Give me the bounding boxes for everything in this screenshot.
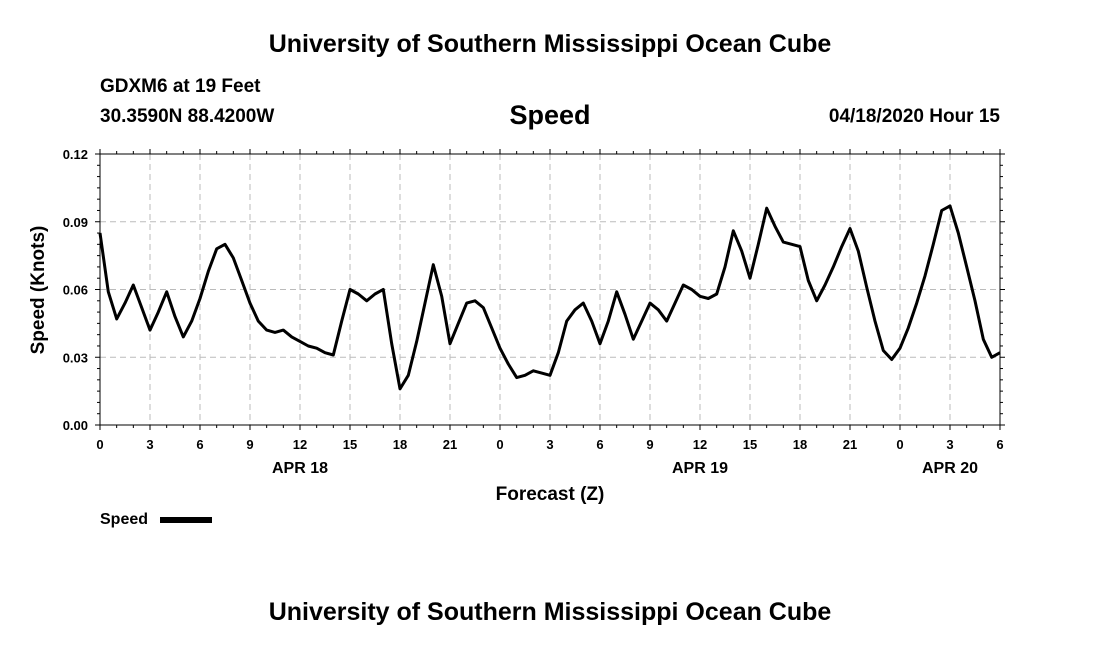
legend-swatch xyxy=(160,517,212,523)
y-tick-labels: 0.00 0.03 0.06 0.09 0.12 xyxy=(63,147,88,433)
x-tick-label: 21 xyxy=(443,437,457,452)
x-tick-label: 0 xyxy=(96,437,103,452)
y-axis-label: Speed (Knots) xyxy=(28,226,49,355)
datetime-label: 04/18/2020 Hour 15 xyxy=(828,106,1000,127)
x-tick-label: 15 xyxy=(743,437,757,452)
station-label: GDXM6 at 19 Feet xyxy=(100,76,261,97)
x-tick-label: 12 xyxy=(293,437,307,452)
coordinates-label: 30.3590N 88.4200W xyxy=(100,106,275,127)
date-label: APR 19 xyxy=(672,460,728,477)
x-tick-label: 3 xyxy=(546,437,553,452)
y-tick-label: 0.09 xyxy=(63,215,88,230)
x-tick-label: 15 xyxy=(343,437,357,452)
y-tick-label: 0.12 xyxy=(63,147,88,162)
speed-series-line xyxy=(98,204,1001,391)
y-tick-label: 0.00 xyxy=(63,418,88,433)
legend-label: Speed xyxy=(100,511,148,528)
page-title: University of Southern Mississippi Ocean… xyxy=(268,30,832,58)
date-label: APR 20 xyxy=(922,460,978,477)
x-tick-label: 3 xyxy=(146,437,153,452)
x-tick-label: 9 xyxy=(246,437,253,452)
x-tick-label: 18 xyxy=(393,437,407,452)
grid-lines xyxy=(100,154,1000,425)
axis-ticks xyxy=(95,149,1005,430)
chart-title: Speed xyxy=(509,100,591,130)
footer-title: University of Southern Mississippi Ocean… xyxy=(268,598,832,626)
x-tick-label: 18 xyxy=(793,437,807,452)
y-tick-label: 0.06 xyxy=(63,283,88,298)
x-tick-label: 0 xyxy=(496,437,503,452)
date-label: APR 18 xyxy=(272,460,328,477)
x-tick-label: 6 xyxy=(996,437,1003,452)
x-tick-label: 12 xyxy=(693,437,707,452)
x-axis-label: Forecast (Z) xyxy=(496,484,605,505)
x-tick-label: 6 xyxy=(196,437,203,452)
date-labels: APR 18 APR 19 APR 20 xyxy=(272,460,978,477)
x-tick-label: 3 xyxy=(946,437,953,452)
x-tick-label: 9 xyxy=(646,437,653,452)
x-tick-labels: 0 3 6 9 12 15 18 21 0 3 6 9 12 15 18 21 0 3 6 xyxy=(96,437,1003,452)
y-tick-label: 0.03 xyxy=(63,350,88,365)
x-tick-label: 6 xyxy=(596,437,603,452)
x-tick-label: 21 xyxy=(843,437,857,452)
x-tick-label: 0 xyxy=(896,437,903,452)
